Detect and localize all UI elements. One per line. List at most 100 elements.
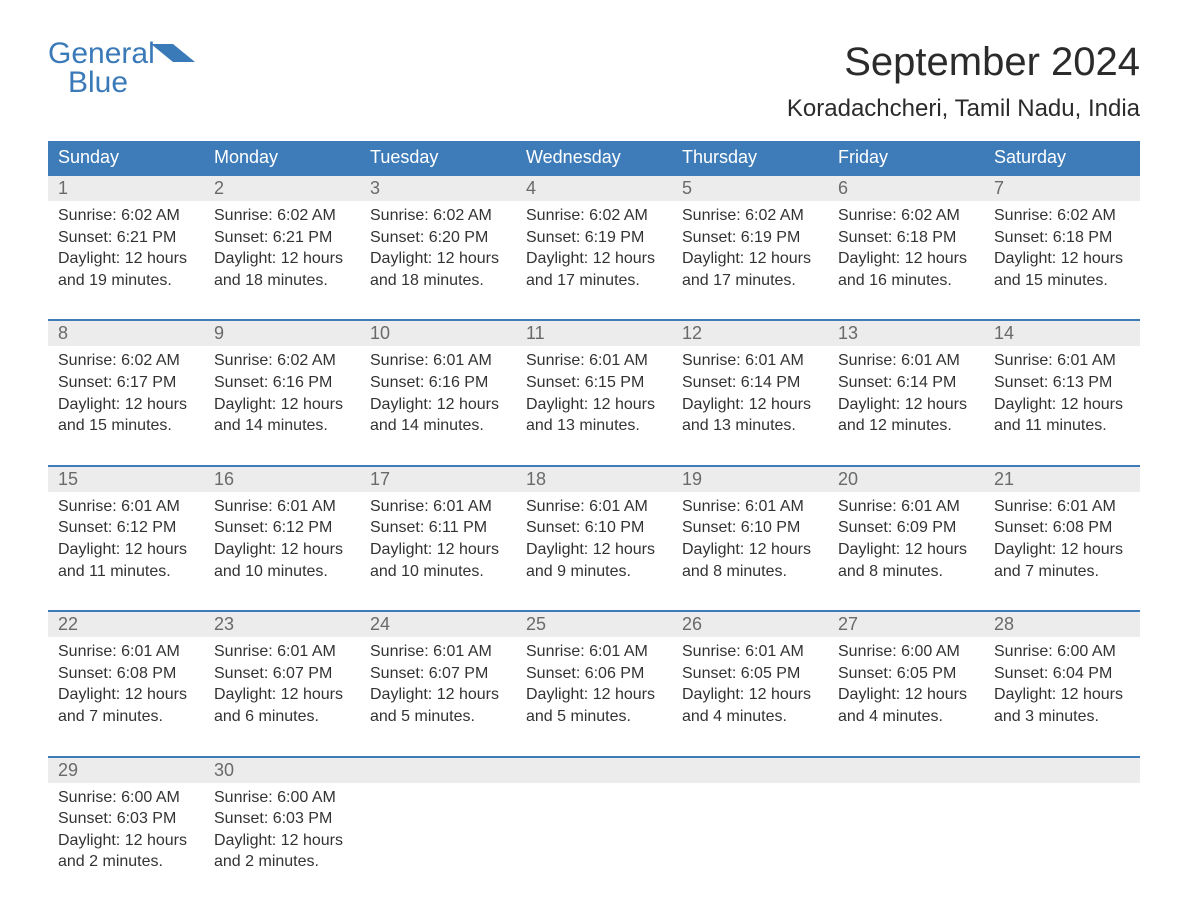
daylight-line2: and 12 minutes. [838,415,974,437]
day-info: Sunrise: 6:01 AMSunset: 6:13 PMDaylight:… [984,346,1140,444]
day-number-empty [984,758,1140,783]
brand-text: General Blue [48,40,155,97]
day-info: Sunrise: 6:02 AMSunset: 6:17 PMDaylight:… [48,346,204,444]
sunrise-line: Sunrise: 6:02 AM [526,205,662,227]
day-number: 15 [48,467,204,492]
day-number: 2 [204,176,360,201]
day-cell [984,758,1140,881]
daylight-line1: Daylight: 12 hours [214,684,350,706]
weekday-header: Wednesday [516,141,672,174]
daylight-line2: and 5 minutes. [526,706,662,728]
sunrise-line: Sunrise: 6:01 AM [838,350,974,372]
daylight-line2: and 17 minutes. [526,270,662,292]
sunset-line: Sunset: 6:16 PM [214,372,350,394]
daylight-line1: Daylight: 12 hours [370,394,506,416]
day-number: 19 [672,467,828,492]
day-info: Sunrise: 6:01 AMSunset: 6:10 PMDaylight:… [672,492,828,590]
day-number-empty [828,758,984,783]
daylight-line1: Daylight: 12 hours [214,830,350,852]
sunset-line: Sunset: 6:08 PM [994,517,1130,539]
day-info: Sunrise: 6:02 AMSunset: 6:21 PMDaylight:… [204,201,360,299]
daylight-line1: Daylight: 12 hours [682,684,818,706]
day-info: Sunrise: 6:01 AMSunset: 6:07 PMDaylight:… [204,637,360,735]
daylight-line2: and 13 minutes. [526,415,662,437]
day-cell [672,758,828,881]
day-number: 22 [48,612,204,637]
week-row: 15Sunrise: 6:01 AMSunset: 6:12 PMDayligh… [48,465,1140,590]
daylight-line2: and 17 minutes. [682,270,818,292]
day-info: Sunrise: 6:02 AMSunset: 6:19 PMDaylight:… [672,201,828,299]
day-cell: 13Sunrise: 6:01 AMSunset: 6:14 PMDayligh… [828,321,984,444]
brand-word1: General [48,40,155,69]
day-cell: 18Sunrise: 6:01 AMSunset: 6:10 PMDayligh… [516,467,672,590]
sunset-line: Sunset: 6:14 PM [838,372,974,394]
day-number: 3 [360,176,516,201]
day-info: Sunrise: 6:01 AMSunset: 6:06 PMDaylight:… [516,637,672,735]
day-number: 11 [516,321,672,346]
daylight-line2: and 18 minutes. [370,270,506,292]
day-info: Sunrise: 6:02 AMSunset: 6:21 PMDaylight:… [48,201,204,299]
day-info: Sunrise: 6:00 AMSunset: 6:04 PMDaylight:… [984,637,1140,735]
day-info: Sunrise: 6:00 AMSunset: 6:03 PMDaylight:… [204,783,360,881]
weekday-header: Sunday [48,141,204,174]
sunrise-line: Sunrise: 6:02 AM [58,350,194,372]
sunrise-line: Sunrise: 6:01 AM [214,641,350,663]
sunset-line: Sunset: 6:14 PM [682,372,818,394]
day-info: Sunrise: 6:01 AMSunset: 6:10 PMDaylight:… [516,492,672,590]
daylight-line1: Daylight: 12 hours [994,539,1130,561]
day-info: Sunrise: 6:02 AMSunset: 6:16 PMDaylight:… [204,346,360,444]
daylight-line2: and 13 minutes. [682,415,818,437]
daylight-line2: and 6 minutes. [214,706,350,728]
daylight-line1: Daylight: 12 hours [994,394,1130,416]
day-cell: 9Sunrise: 6:02 AMSunset: 6:16 PMDaylight… [204,321,360,444]
daylight-line2: and 18 minutes. [214,270,350,292]
sunrise-line: Sunrise: 6:01 AM [526,350,662,372]
weekday-header: Saturday [984,141,1140,174]
sunrise-line: Sunrise: 6:01 AM [370,350,506,372]
day-info: Sunrise: 6:01 AMSunset: 6:16 PMDaylight:… [360,346,516,444]
daylight-line1: Daylight: 12 hours [58,830,194,852]
sunset-line: Sunset: 6:21 PM [58,227,194,249]
day-cell: 16Sunrise: 6:01 AMSunset: 6:12 PMDayligh… [204,467,360,590]
sunrise-line: Sunrise: 6:02 AM [58,205,194,227]
sunrise-line: Sunrise: 6:01 AM [682,496,818,518]
daylight-line2: and 14 minutes. [214,415,350,437]
daylight-line2: and 7 minutes. [994,561,1130,583]
day-cell: 30Sunrise: 6:00 AMSunset: 6:03 PMDayligh… [204,758,360,881]
sunset-line: Sunset: 6:03 PM [214,808,350,830]
daylight-line1: Daylight: 12 hours [58,394,194,416]
day-cell: 3Sunrise: 6:02 AMSunset: 6:20 PMDaylight… [360,176,516,299]
sunrise-line: Sunrise: 6:02 AM [370,205,506,227]
day-cell: 5Sunrise: 6:02 AMSunset: 6:19 PMDaylight… [672,176,828,299]
sunrise-line: Sunrise: 6:00 AM [838,641,974,663]
day-cell: 15Sunrise: 6:01 AMSunset: 6:12 PMDayligh… [48,467,204,590]
sunset-line: Sunset: 6:03 PM [58,808,194,830]
day-number: 16 [204,467,360,492]
day-number: 23 [204,612,360,637]
daylight-line2: and 19 minutes. [58,270,194,292]
sunset-line: Sunset: 6:15 PM [526,372,662,394]
day-info: Sunrise: 6:01 AMSunset: 6:08 PMDaylight:… [48,637,204,735]
sunset-line: Sunset: 6:07 PM [370,663,506,685]
sunset-line: Sunset: 6:19 PM [682,227,818,249]
day-info: Sunrise: 6:02 AMSunset: 6:20 PMDaylight:… [360,201,516,299]
sunrise-line: Sunrise: 6:02 AM [994,205,1130,227]
daylight-line1: Daylight: 12 hours [58,248,194,270]
daylight-line1: Daylight: 12 hours [214,248,350,270]
sunrise-line: Sunrise: 6:00 AM [58,787,194,809]
sunset-line: Sunset: 6:21 PM [214,227,350,249]
sunrise-line: Sunrise: 6:01 AM [58,496,194,518]
sunset-line: Sunset: 6:20 PM [370,227,506,249]
week-row: 29Sunrise: 6:00 AMSunset: 6:03 PMDayligh… [48,756,1140,881]
daylight-line2: and 2 minutes. [58,851,194,873]
header: General Blue September 2024 Koradachcher… [48,40,1140,123]
daylight-line1: Daylight: 12 hours [214,394,350,416]
sunset-line: Sunset: 6:18 PM [838,227,974,249]
day-info: Sunrise: 6:01 AMSunset: 6:12 PMDaylight:… [48,492,204,590]
day-info: Sunrise: 6:01 AMSunset: 6:14 PMDaylight:… [828,346,984,444]
sunrise-line: Sunrise: 6:01 AM [370,496,506,518]
daylight-line1: Daylight: 12 hours [526,394,662,416]
daylight-line1: Daylight: 12 hours [370,539,506,561]
weekday-header: Friday [828,141,984,174]
day-number: 21 [984,467,1140,492]
